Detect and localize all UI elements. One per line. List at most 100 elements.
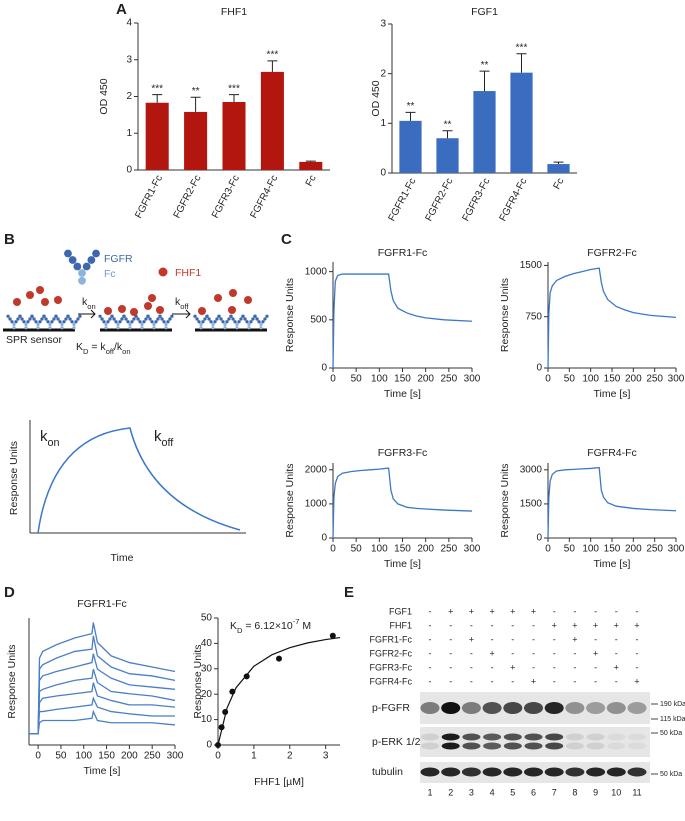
condition-sign: - [573,676,576,686]
y-axis-label: Response Units [192,644,204,718]
ligand [144,302,152,310]
condition-label: FHF1 [390,620,413,630]
panel-label: C [281,231,292,248]
receptor-domain [229,314,233,318]
x-tick-label: 100 [371,374,388,385]
fc-label: Fc [104,268,116,280]
receptor-domain [241,314,245,318]
condition-sign: - [532,634,535,644]
receptor-domain [150,320,154,324]
condition-sign: - [491,634,494,644]
lane-number: 9 [593,787,598,797]
receptor-domain [110,314,114,318]
x-tick-label: FGFR1-Fc [133,173,165,220]
receptor-domain [195,317,199,321]
error-bar [267,60,278,72]
receptor-domain [102,320,106,324]
fc-domain [60,326,64,330]
receptor-domain [118,320,122,324]
band [503,702,523,714]
fit-curve [217,636,341,746]
koff-label: koff [175,296,189,311]
y-tick-label: 0 [321,363,327,374]
x-tick-label: 150 [394,544,411,555]
condition-sign: - [636,606,639,616]
fc-domain [211,326,215,330]
fc-domain [164,326,168,330]
receptor-domain [44,317,48,321]
y-tick-label: 3 [380,19,386,30]
y-tick-label: 0 [380,168,386,179]
lane-number: 4 [490,787,495,797]
receptor-domain [16,317,20,321]
condition-sign: - [636,634,639,644]
lane-number: 1 [427,787,432,797]
text-part: /k [114,341,123,353]
receptor-domain [201,320,205,324]
receptor-domain [28,317,32,321]
condition-sign: - [470,662,473,672]
receptor-domain [68,317,72,321]
y-tick-label: 0 [536,363,542,374]
panel-label: D [4,584,15,601]
error-bar [479,70,490,92]
condition-sign: - [594,676,597,686]
receptor-domain [66,314,70,318]
band [606,767,626,777]
condition-sign: - [491,662,494,672]
x-tick-label: 50 [564,544,576,555]
condition-sign: - [511,620,514,630]
condition-sign: - [594,662,597,672]
lane-number: 5 [510,787,515,797]
marker-label: 190 kDa [660,701,685,708]
condition-sign: - [532,662,535,672]
fc-domain [36,322,40,327]
receptor-domain [253,314,257,318]
condition-sign: + [634,676,639,686]
receptor-domain [225,320,229,324]
receptor-domain [146,314,150,318]
x-axis-label: Time [111,552,134,564]
chart-title: FGFR2-Fc [587,247,637,259]
x-tick-label: 2 [287,751,293,762]
x-tick-label: 0 [545,544,551,555]
receptor-domain [237,320,241,324]
x-tick-label: FGFR3-Fc [461,176,493,223]
receptor-domain [68,256,77,264]
x-tick-label: Fc [304,173,319,188]
receptor-domain [193,314,197,318]
error-bar [442,130,453,139]
y-tick-label: 1 [380,118,386,129]
ligand [130,308,138,316]
band [441,742,460,750]
receptor-domain [144,317,148,321]
error-bar [305,160,316,162]
ligand [36,286,44,294]
condition-sign: - [491,676,494,686]
ligand [13,298,21,306]
receptor-label: FGFR [104,253,133,265]
data-point [218,724,225,731]
y-axis-label: OD 450 [98,78,110,114]
line-series [332,467,473,539]
receptor-domain [170,314,174,318]
x-tick-label: Fc [552,176,567,191]
receptor-domain [92,249,100,258]
receptor-domain [233,320,237,324]
receptor-domain [22,320,26,324]
fc-domain [78,276,86,285]
kd-annotation: KD = 6.12×10-7 M [230,617,311,635]
x-tick-label: 100 [371,544,388,555]
y-tick-label: 2 [126,91,132,102]
fc-domain [104,326,108,330]
receptor-domain [82,262,91,271]
receptor-domain [87,256,96,264]
x-axis-label: Time [s] [384,388,421,400]
condition-sign: - [429,648,432,658]
fc-domain [12,326,16,330]
significance: ** [444,119,452,130]
receptor-domain [205,314,209,318]
y-tick-label: 1000 [305,499,328,510]
x-tick-label: 0 [330,374,336,385]
receptor-domain [213,320,217,324]
